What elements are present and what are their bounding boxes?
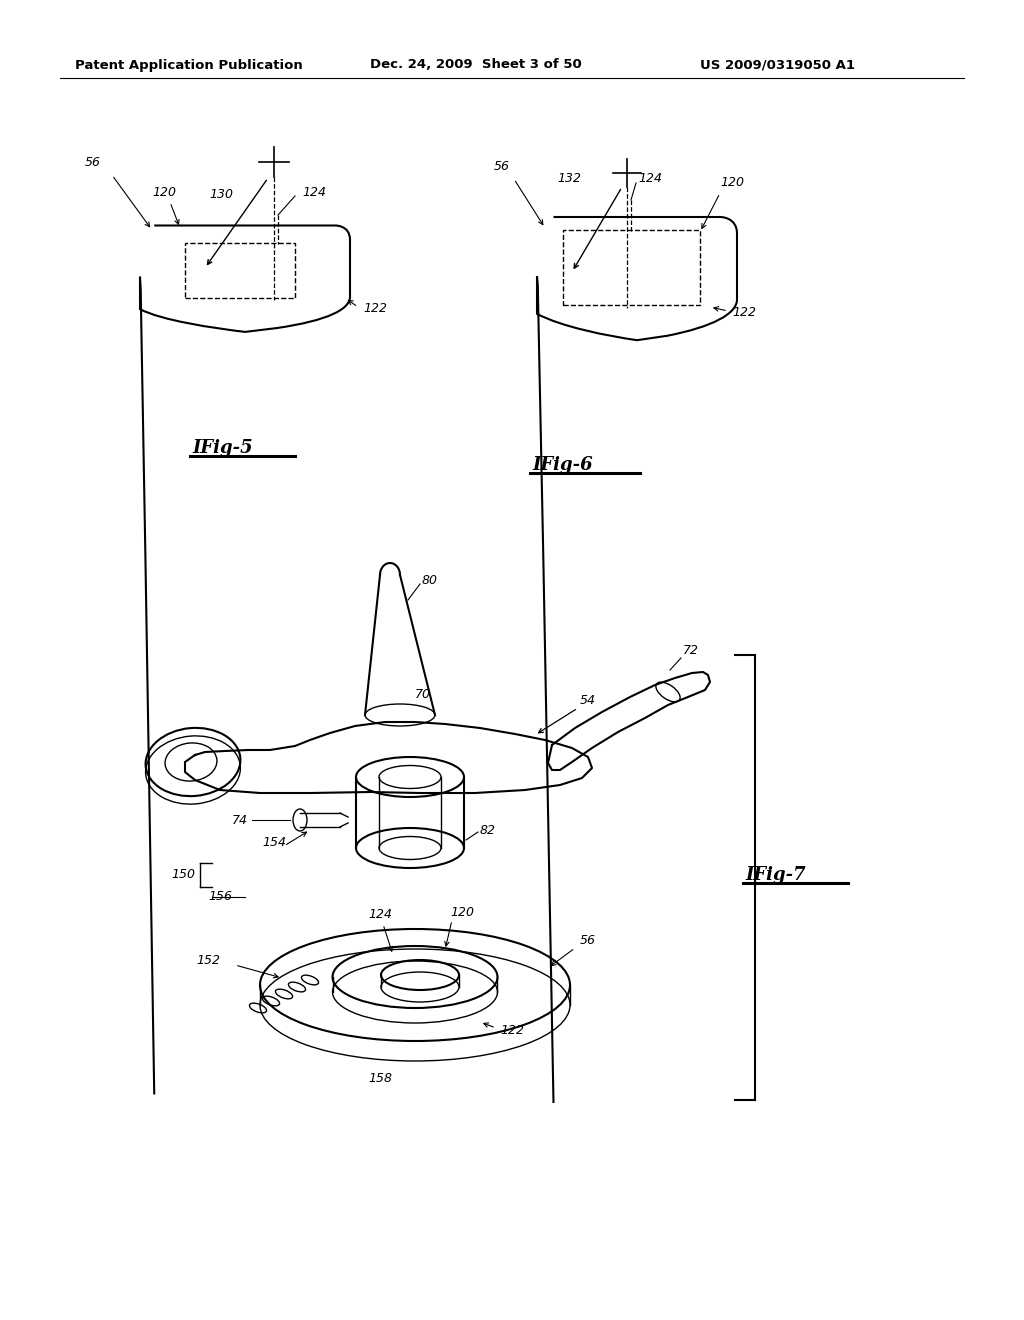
Text: IFig-6: IFig-6 — [532, 455, 593, 474]
Text: 120: 120 — [720, 177, 744, 190]
Text: 124: 124 — [638, 172, 662, 185]
Text: 122: 122 — [732, 305, 756, 318]
Text: 56: 56 — [580, 933, 596, 946]
Text: 122: 122 — [500, 1023, 524, 1036]
Text: IFig-7: IFig-7 — [745, 866, 806, 884]
Text: 120: 120 — [450, 906, 474, 919]
Text: 80: 80 — [422, 573, 438, 586]
Text: US 2009/0319050 A1: US 2009/0319050 A1 — [700, 58, 855, 71]
Bar — [185, 243, 295, 298]
Text: 56: 56 — [85, 156, 101, 169]
Text: Dec. 24, 2009  Sheet 3 of 50: Dec. 24, 2009 Sheet 3 of 50 — [370, 58, 582, 71]
Text: IFig-5: IFig-5 — [193, 440, 253, 457]
Text: 158: 158 — [368, 1072, 392, 1085]
Text: 150: 150 — [171, 869, 195, 882]
Text: 82: 82 — [480, 824, 496, 837]
Text: Patent Application Publication: Patent Application Publication — [75, 58, 303, 71]
Text: 130: 130 — [209, 187, 233, 201]
Text: 132: 132 — [557, 172, 581, 185]
Text: 70: 70 — [415, 689, 431, 701]
Text: 74: 74 — [232, 813, 248, 826]
Text: 152: 152 — [196, 953, 220, 966]
Text: 124: 124 — [302, 186, 326, 198]
Text: 54: 54 — [580, 693, 596, 706]
Text: 154: 154 — [262, 836, 286, 849]
Text: 124: 124 — [368, 908, 392, 921]
Text: 72: 72 — [683, 644, 699, 656]
Bar — [563, 230, 700, 305]
Text: 120: 120 — [152, 186, 176, 198]
Text: 156: 156 — [208, 891, 232, 903]
Text: 122: 122 — [362, 301, 387, 314]
Text: 56: 56 — [494, 161, 510, 173]
